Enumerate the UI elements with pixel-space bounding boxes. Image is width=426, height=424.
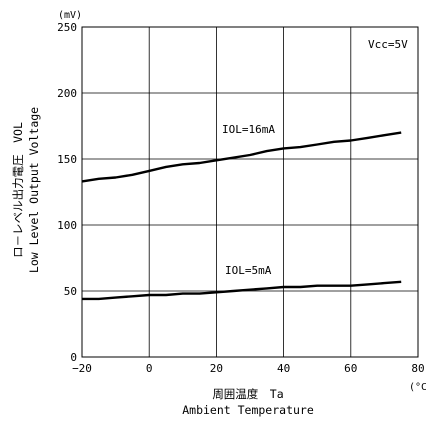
x-axis-label-ja: 周囲温度 Ta (212, 387, 283, 401)
x-tick-label: −20 (72, 362, 92, 375)
y-tick-label: 50 (64, 285, 77, 298)
x-tick-label: 0 (146, 362, 153, 375)
y-unit-label: (mV) (58, 10, 82, 21)
condition-label: Vcc=5V (368, 38, 408, 51)
y-tick-label: 200 (57, 87, 77, 100)
series-line-0 (81, 131, 402, 183)
x-tick-label: 80 (411, 362, 424, 375)
x-tick-label: 40 (277, 362, 290, 375)
plot-frame (81, 26, 419, 358)
y-tick-label: 150 (57, 153, 77, 166)
grid (82, 27, 418, 357)
x-tick-label: 60 (344, 362, 357, 375)
y-axis-label-en: Low Level Output Voltage (27, 107, 41, 273)
series-line-1 (82, 280, 402, 301)
x-axis-label-en: Ambient Temperature (182, 403, 314, 417)
x-tick-label: 20 (210, 362, 223, 375)
y-tick-label: 100 (57, 219, 77, 232)
series-label-5ma: IOL=5mA (225, 264, 272, 277)
y-tick-label: 250 (57, 21, 77, 34)
series-layer (81, 131, 402, 301)
x-unit-label: (°C (409, 382, 426, 393)
series-label-16ma: IOL=16mA (222, 123, 275, 136)
y-tick-label: 0 (70, 351, 77, 364)
y-axis-label-ja: ロ－レベル出力電圧 VOL (11, 122, 25, 258)
